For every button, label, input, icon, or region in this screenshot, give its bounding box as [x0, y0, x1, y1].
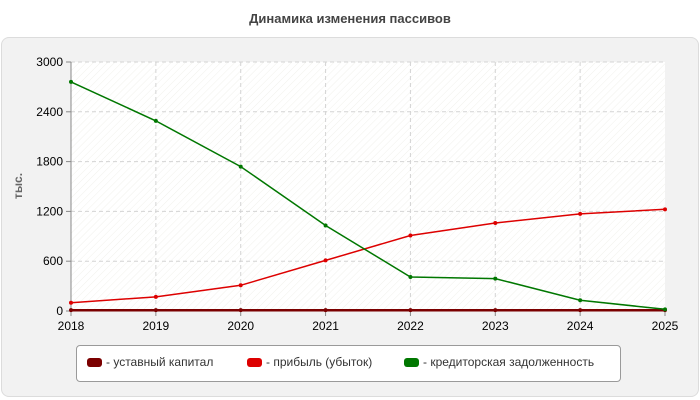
series-2-point [663, 307, 667, 312]
y-tick-label: 1800 [36, 155, 63, 169]
series-1-point [493, 221, 498, 226]
y-tick-label: 1200 [36, 204, 63, 218]
series-0-point [323, 308, 328, 313]
legend-item-ustavny-kapital: - уставный капитал [87, 355, 213, 369]
y-tick-label: 600 [43, 254, 63, 268]
x-tick-label: 2022 [397, 319, 424, 333]
legend-swatch-pribyl [247, 357, 262, 367]
series-1-point [238, 283, 243, 288]
series-line-1 [70, 208, 666, 304]
y-tick-label: 3000 [36, 55, 63, 69]
series-1-point [408, 233, 413, 238]
series-0-point [578, 308, 583, 313]
series-2-point [408, 274, 413, 279]
legend-label-ustavny-kapital: - уставный капитал [106, 355, 214, 369]
legend-label-kreditorskaya: - кредиторская задолженность [423, 355, 595, 369]
series-2-point [493, 276, 498, 281]
series-0-point [493, 308, 498, 313]
series-0-point [153, 308, 158, 313]
chart-title: Динамика изменения пассивов [249, 11, 451, 26]
series-2-point [153, 118, 158, 123]
legend-swatch-ustavny-kapital [87, 357, 102, 367]
series-1-point [663, 207, 667, 212]
legend-label-pribyl: - прибыль (убыток) [266, 355, 373, 369]
series-0-point [69, 308, 73, 313]
series-1-point [578, 211, 583, 216]
x-tick-label: 2019 [143, 319, 170, 333]
y-tick-label: 0 [56, 304, 63, 318]
x-tick-label: 2024 [567, 319, 594, 333]
series-1-point [69, 300, 73, 305]
series-1-point [153, 294, 158, 299]
chart-legend: - уставный капитал - прибыль (убыток) - … [76, 345, 621, 382]
x-tick-label: 2021 [312, 319, 339, 333]
series-line-2 [70, 81, 666, 311]
y-tick-label: 2400 [36, 105, 63, 119]
legend-item-pribyl: - прибыль (убыток) [247, 355, 372, 369]
legend-swatch-kreditorskaya [404, 357, 419, 367]
legend-item-kreditorskaya: - кредиторская задолженность [404, 355, 594, 369]
series-0-point [408, 308, 413, 313]
x-tick-label: 2018 [58, 319, 85, 333]
plot-area [71, 62, 665, 311]
series-2-point [323, 223, 328, 228]
x-tick-label: 2023 [482, 319, 509, 333]
series-1-point [323, 258, 328, 263]
x-tick-label: 2025 [652, 319, 679, 333]
series-2-point [578, 298, 583, 303]
y-axis-label: тыс. [11, 173, 25, 199]
x-tick-label: 2020 [227, 319, 254, 333]
series-2-point [69, 79, 73, 84]
series-2-point [238, 164, 243, 169]
series-0-point [238, 308, 243, 313]
